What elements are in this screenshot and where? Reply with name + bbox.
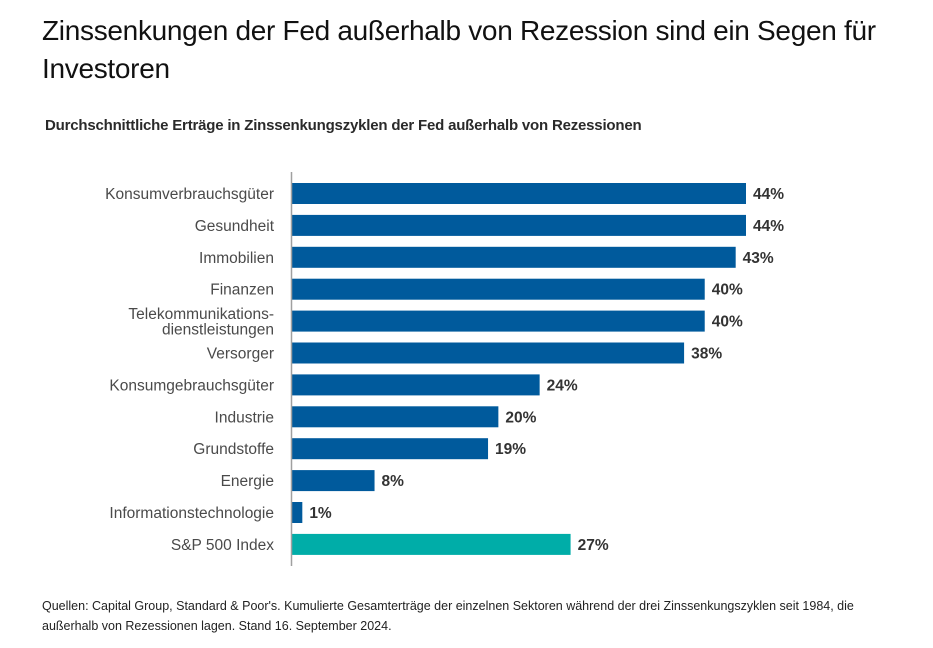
bars-group [292, 183, 746, 555]
value-label: 8% [382, 473, 405, 490]
category-label: Industrie [215, 409, 274, 426]
category-label: Konsumverbrauchsgüter [105, 186, 274, 203]
value-label: 1% [309, 505, 332, 522]
sector-bar [292, 278, 705, 300]
index-bar [292, 533, 571, 555]
category-label-line: Immobilien [199, 250, 274, 267]
value-label: 40% [712, 282, 743, 299]
category-label-line: Konsumgebrauchsgüter [109, 377, 274, 394]
value-label: 20% [505, 409, 536, 426]
sector-bar [292, 246, 736, 268]
value-label: 40% [712, 314, 743, 331]
sector-bar [292, 342, 685, 364]
value-label: 44% [753, 218, 784, 235]
source-footnote: Quellen: Capital Group, Standard & Poor'… [42, 599, 854, 633]
value-label: 27% [578, 537, 609, 554]
category-labels-group: Konsumverbrauchsgüter Gesundheit Immobilie… [105, 186, 275, 554]
category-label: Informationstechnologie [109, 505, 274, 522]
sector-bar [292, 183, 746, 204]
value-label: 44% [753, 186, 784, 203]
value-label: 38% [691, 346, 722, 363]
sector-bar [292, 374, 540, 396]
category-label-line: Konsumverbrauchsgüter [105, 186, 274, 203]
category-label: Immobilien [199, 250, 274, 267]
sector-bar [292, 438, 489, 460]
category-label: Finanzen [210, 282, 274, 299]
chart-subtitle: Durchschnittliche Erträge in Zinssenkung… [45, 117, 642, 134]
sector-bar [292, 310, 705, 332]
sector-bar [292, 470, 375, 492]
category-label-line: Finanzen [210, 282, 274, 299]
sector-bar [292, 502, 303, 523]
category-label-line: dienstleistungen [162, 321, 274, 338]
category-label-line: Industrie [215, 409, 274, 426]
value-label: 19% [495, 441, 526, 458]
category-label-line: Informationstechnologie [109, 505, 274, 522]
category-label-line: Telekommunikations- [128, 306, 274, 323]
category-label: Energie [221, 473, 274, 490]
category-label: Grundstoffe [193, 441, 274, 458]
category-label-line: Versorger [207, 346, 274, 363]
category-label-line: Grundstoffe [193, 441, 274, 458]
chart-title: Zinssenkungen der Fed außerhalb von Reze… [42, 15, 876, 84]
sector-bar [292, 214, 746, 236]
category-label-line: Energie [221, 473, 274, 490]
category-label-line: S&P 500 Index [171, 537, 274, 554]
category-label: S&P 500 Index [171, 537, 274, 554]
category-label: Telekommunikations-dienstleistungen [128, 306, 274, 339]
value-label: 43% [743, 250, 774, 267]
category-label-line: Gesundheit [195, 218, 275, 235]
value-label: 24% [547, 377, 578, 394]
category-label: Konsumgebrauchsgüter [109, 377, 274, 394]
value-labels-group: 44%44%43%40%40%38%24%20%19%8%1%27% [309, 186, 784, 554]
category-label: Versorger [207, 346, 274, 363]
category-label: Gesundheit [195, 218, 275, 235]
sector-bar [292, 406, 499, 428]
